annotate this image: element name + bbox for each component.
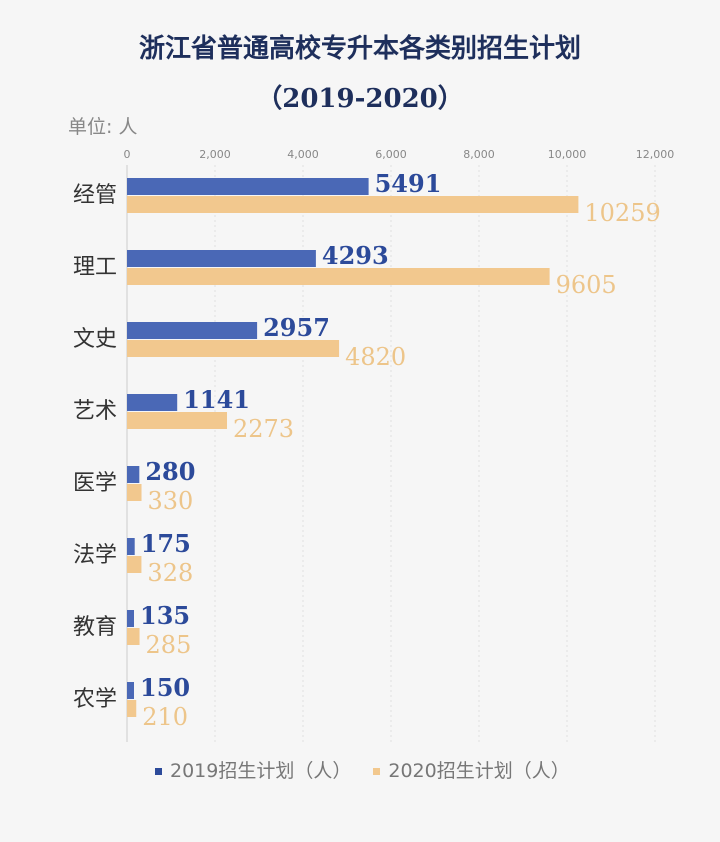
bar-2020 [127, 412, 228, 429]
bar-2019 [127, 394, 178, 411]
category-label: 法学 [73, 543, 117, 568]
legend-label: 2020招生计划（人） [388, 760, 570, 782]
bar-2019 [127, 538, 135, 555]
unit-label: 单位: 人 [68, 116, 138, 138]
category-label: 经管 [73, 183, 117, 208]
data-label: 328 [147, 559, 193, 587]
legend-item-2019: 2019招生计划（人） [155, 756, 351, 783]
data-label: 5491 [375, 169, 442, 198]
bar-2020 [127, 700, 137, 717]
data-label: 135 [140, 601, 190, 630]
category-label: 文史 [73, 327, 117, 352]
category-label: 艺术 [73, 399, 117, 424]
data-label: 175 [141, 529, 191, 558]
category-label: 理工 [73, 255, 117, 280]
chart-title: 浙江省普通高校专升本各类别招生计划 [138, 34, 581, 64]
category-label: 教育 [73, 615, 117, 640]
data-label: 2273 [233, 415, 294, 443]
bar-2019 [127, 322, 258, 339]
data-label: 2957 [263, 313, 330, 342]
data-label: 1141 [183, 385, 250, 414]
x-tick-label: 8,000 [463, 148, 495, 161]
data-label: 330 [148, 487, 194, 515]
bar-2019 [127, 466, 140, 483]
data-label: 150 [140, 673, 190, 702]
legend-label: 2019招生计划（人） [170, 760, 352, 782]
data-label: 9605 [556, 271, 617, 299]
bar-2020 [127, 556, 142, 573]
legend-swatch [373, 768, 381, 775]
bar-2020 [127, 268, 550, 285]
data-label: 210 [142, 703, 188, 731]
data-label: 285 [146, 631, 192, 659]
data-label: 10259 [584, 199, 660, 227]
bar-2020 [127, 484, 142, 501]
bar-2019 [127, 178, 369, 195]
bar-2020 [127, 628, 140, 645]
bar-2019 [127, 610, 134, 627]
x-tick-label: 2,000 [199, 148, 231, 161]
x-tick-label: 0 [124, 148, 131, 161]
data-label: 4820 [345, 343, 406, 371]
category-label: 农学 [73, 687, 117, 712]
x-tick-label: 10,000 [548, 148, 587, 161]
bar-2019 [127, 682, 134, 699]
legend: 2019招生计划（人） 2020招生计划（人） [155, 756, 570, 783]
x-tick-label: 4,000 [287, 148, 319, 161]
bar-2020 [127, 340, 340, 357]
x-tick-label: 6,000 [375, 148, 407, 161]
bar-2020 [127, 196, 579, 213]
data-label: 280 [145, 457, 195, 486]
legend-item-2020: 2020招生计划（人） [373, 756, 570, 783]
bar-2019 [127, 250, 316, 267]
data-label: 4293 [322, 241, 389, 270]
legend-swatch [155, 768, 162, 775]
category-label: 医学 [73, 471, 117, 496]
x-tick-label: 12,000 [636, 148, 675, 161]
chart-subtitle: （2019-2020） [256, 84, 464, 114]
